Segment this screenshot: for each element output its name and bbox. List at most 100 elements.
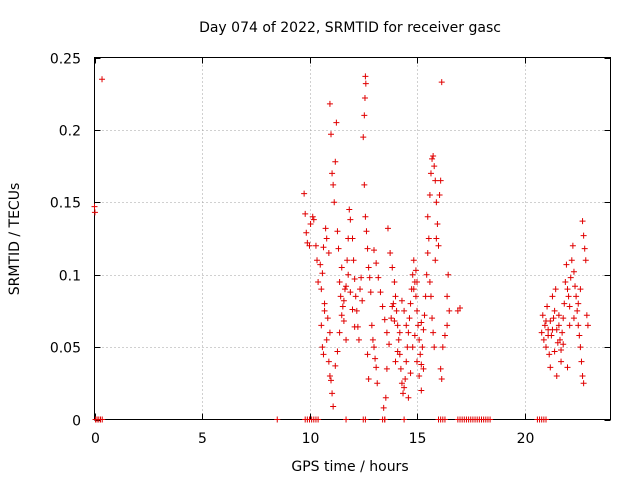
data-point [567, 274, 574, 281]
data-point [402, 375, 409, 382]
data-point [419, 344, 426, 351]
data-point [320, 244, 327, 251]
data-point [556, 336, 563, 343]
data-point [434, 221, 441, 228]
plot-frame [94, 57, 611, 420]
data-point [581, 245, 588, 252]
y-tick-label: 0.2 [59, 124, 81, 140]
data-point [340, 318, 347, 325]
data-point [345, 271, 352, 278]
data-point [431, 344, 438, 351]
data-point [414, 358, 420, 365]
data-point [373, 260, 380, 267]
x-tick-label: 10 [302, 431, 320, 447]
data-point [549, 293, 556, 300]
data-point [334, 228, 341, 235]
data-point [318, 322, 325, 329]
data-point [401, 307, 408, 314]
data-point [384, 225, 391, 232]
data-point [349, 235, 356, 242]
data-point [439, 344, 446, 351]
data-point [409, 344, 416, 351]
data-point [427, 170, 434, 177]
data-point [583, 312, 590, 319]
data-point [564, 364, 571, 371]
data-point [560, 315, 567, 322]
data-point [559, 329, 566, 336]
data-point [403, 358, 410, 365]
data-point [372, 355, 379, 362]
data-point [362, 416, 369, 423]
data-point [577, 286, 584, 293]
data-point [412, 293, 419, 300]
data-point [552, 286, 559, 293]
data-point [336, 278, 343, 285]
data-point [551, 348, 558, 355]
data-point [438, 79, 445, 86]
x-tick-label: 5 [198, 431, 207, 447]
y-tick-label: 0 [72, 414, 81, 430]
data-point [343, 283, 350, 290]
data-point [551, 307, 558, 314]
data-point [306, 242, 313, 249]
data-point [393, 307, 400, 314]
data-point [347, 289, 354, 296]
data-point [322, 225, 329, 232]
data-point [569, 242, 576, 249]
data-point [338, 264, 345, 271]
data-point [328, 131, 334, 138]
data-point [539, 312, 546, 319]
data-point [441, 332, 448, 339]
data-point [380, 404, 387, 411]
data-point [325, 358, 332, 365]
data-point [555, 312, 562, 319]
data-point [397, 365, 404, 372]
data-point [574, 307, 581, 314]
axis-ticks: 0 5 10 15 20 0 0.05 0.1 0.15 0.2 0.25 [50, 52, 611, 447]
data-point [409, 271, 416, 278]
data-point [394, 322, 401, 329]
data-point [538, 329, 545, 336]
data-point [580, 232, 587, 239]
data-point [353, 307, 360, 314]
data-point [433, 235, 440, 242]
data-point [405, 329, 412, 336]
data-point [334, 348, 341, 355]
data-point [382, 394, 389, 401]
data-point [418, 387, 425, 394]
data-point [329, 390, 336, 397]
data-point [566, 322, 573, 329]
data-point [347, 216, 354, 223]
data-point [91, 203, 98, 210]
data-point [301, 190, 308, 197]
data-point [312, 242, 319, 249]
x-tick-label: 15 [409, 431, 427, 447]
data-point [344, 257, 351, 264]
data-point [329, 170, 336, 177]
data-point [325, 249, 332, 256]
data-point [323, 235, 330, 242]
data-point [364, 351, 371, 358]
data-point [354, 323, 361, 330]
data-point [374, 380, 381, 387]
data-point [543, 344, 549, 351]
data-point [417, 351, 424, 358]
data-point [421, 312, 428, 319]
data-point [91, 209, 98, 216]
data-point [357, 286, 364, 293]
data-point [362, 213, 369, 220]
data-point [572, 283, 579, 290]
data-point [424, 249, 431, 256]
data-point [366, 274, 373, 281]
data-point [318, 286, 325, 293]
data-point [576, 332, 583, 339]
data-point [320, 351, 327, 358]
data-point [343, 416, 350, 423]
data-point [315, 416, 322, 423]
y-tick-label: 0.15 [50, 196, 81, 212]
data-point [405, 394, 412, 401]
data-point [570, 315, 577, 322]
data-point [326, 373, 333, 380]
grid [94, 57, 611, 420]
data-point [423, 271, 430, 278]
